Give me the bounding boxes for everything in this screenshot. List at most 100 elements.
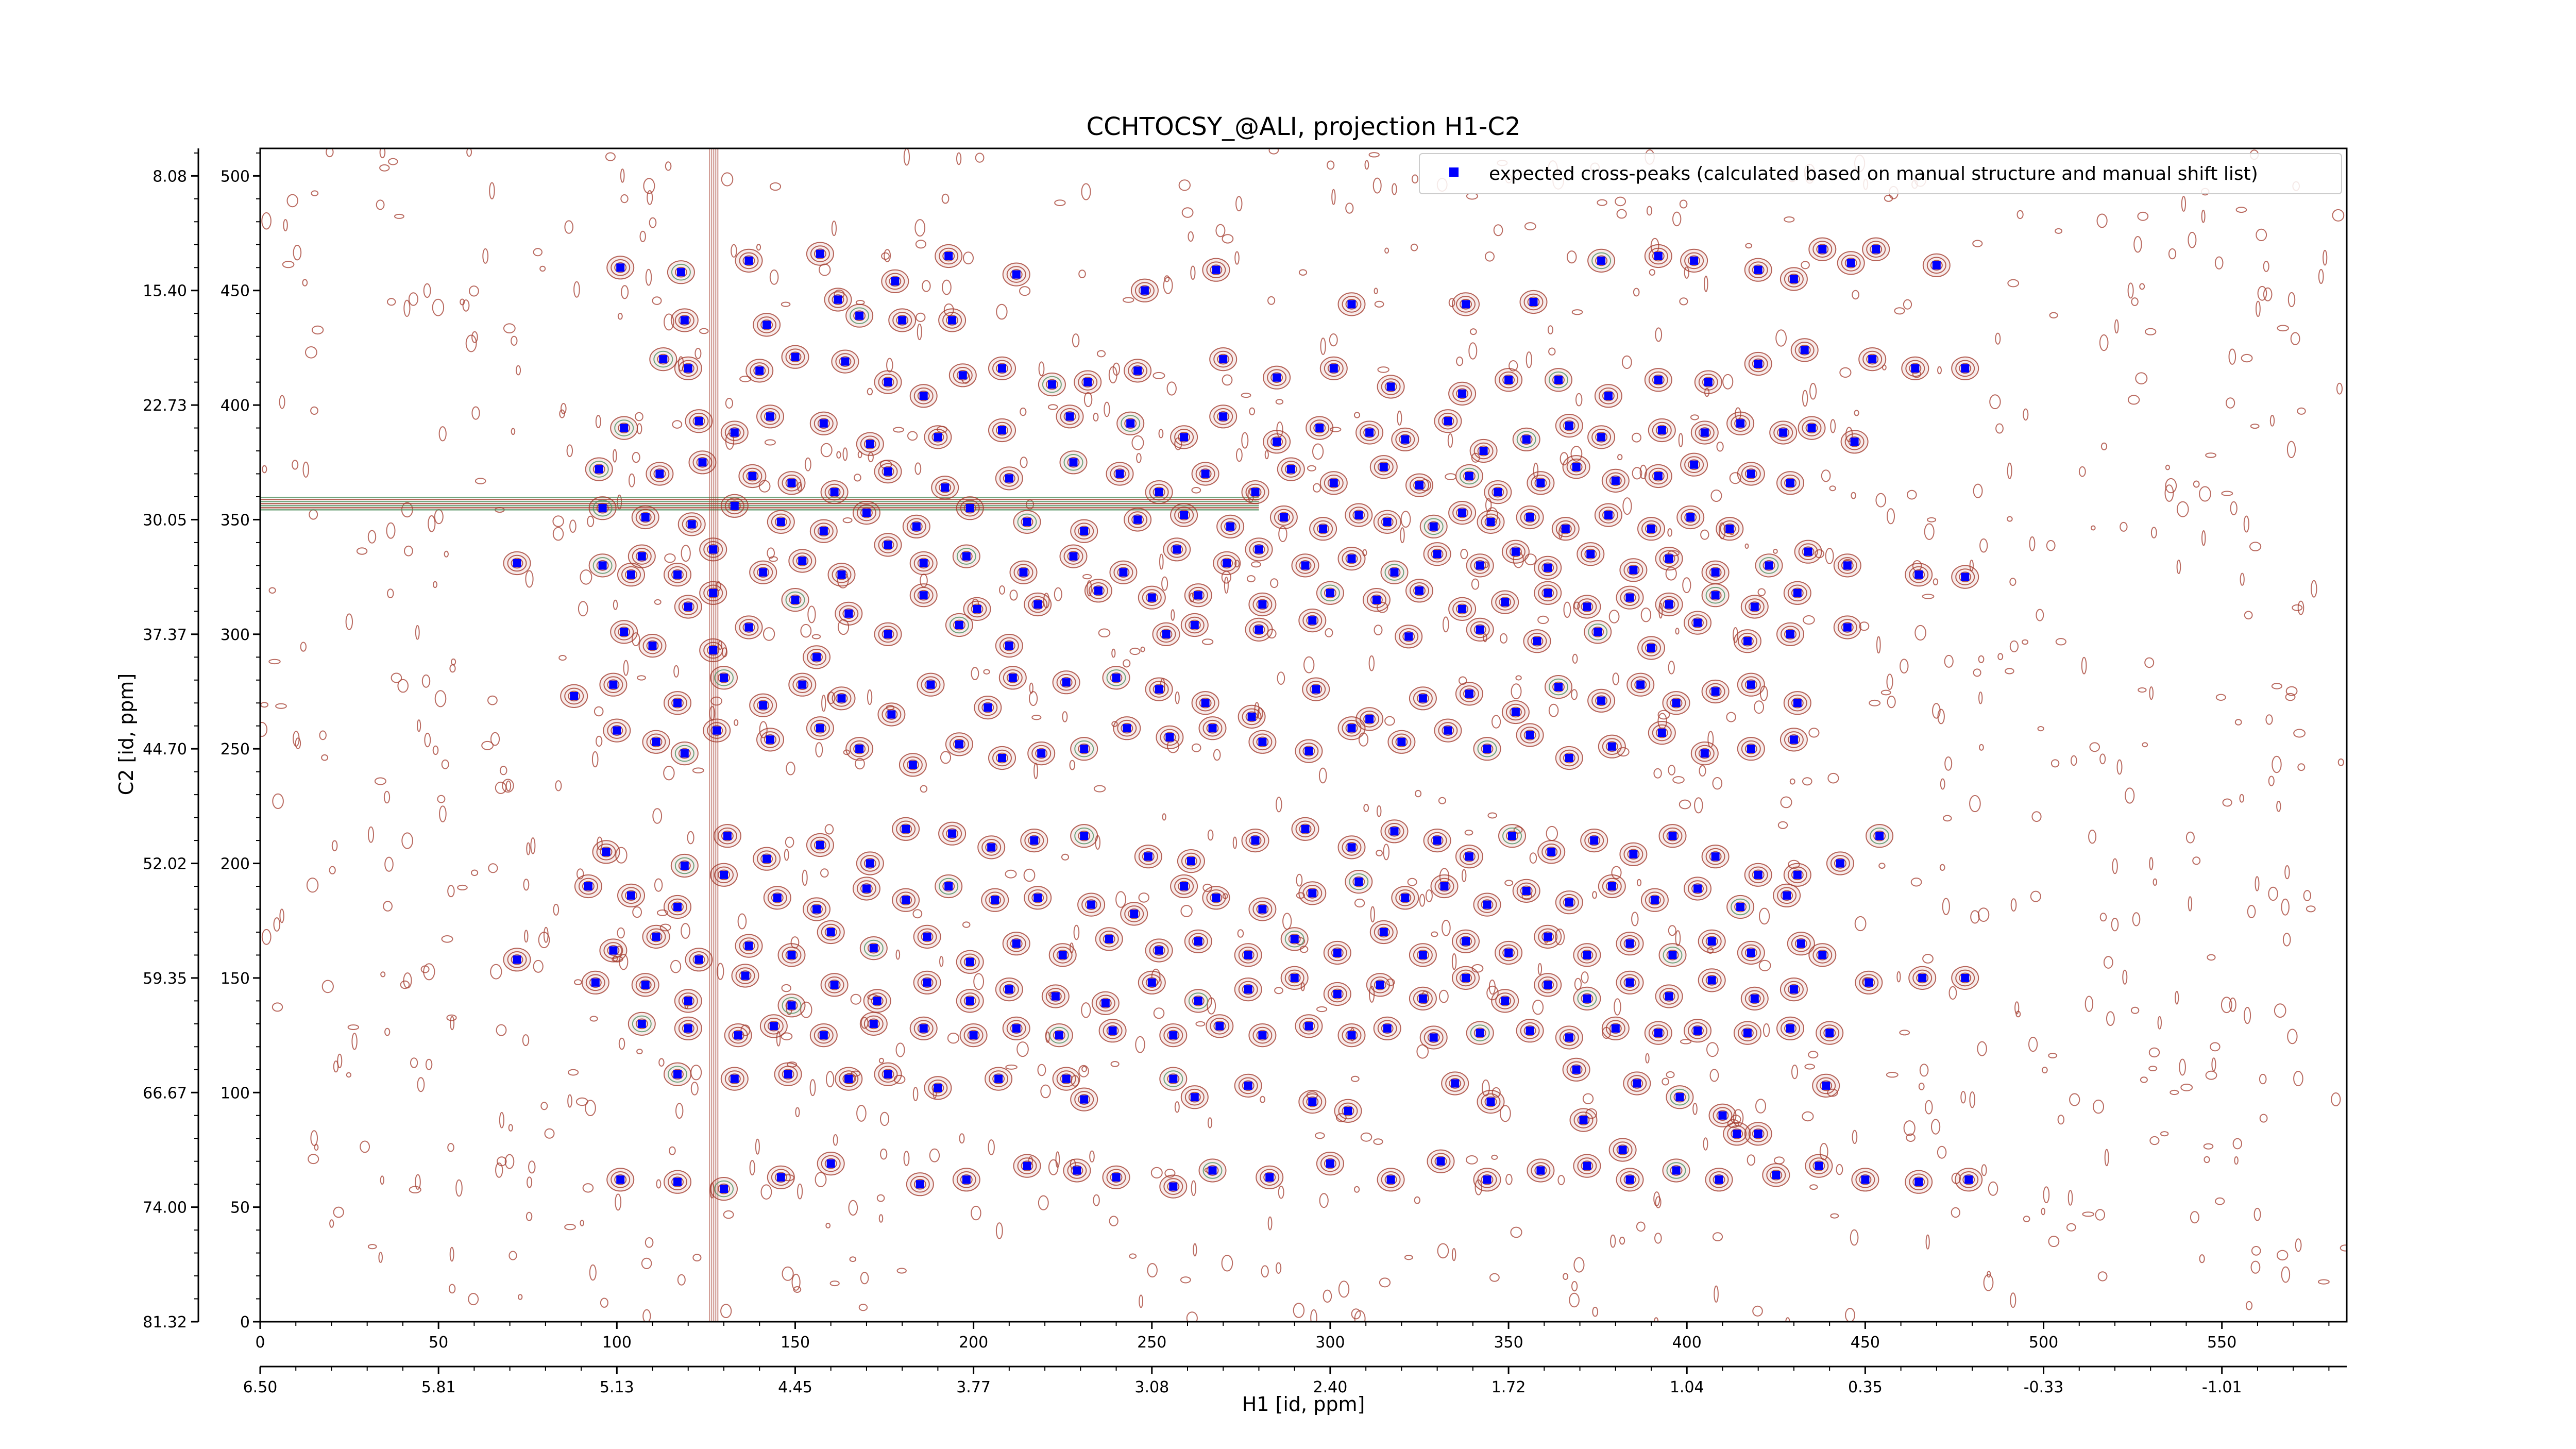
cross-peak-point	[884, 378, 892, 386]
noise-contour	[388, 158, 398, 165]
peak-contour	[1410, 582, 1429, 599]
noise-contour	[988, 1139, 995, 1155]
noise-contour	[1657, 710, 1670, 720]
noise-contour	[756, 244, 761, 251]
noise-contour	[2084, 996, 2094, 1012]
noise-contour	[2204, 1156, 2210, 1164]
peak-contour	[1206, 889, 1226, 906]
noise-contour	[2253, 1207, 2261, 1221]
noise-contour	[1368, 655, 1375, 671]
cross-peak-point	[1822, 1081, 1831, 1090]
noise-contour	[1969, 795, 1981, 813]
cross-peak-point	[684, 602, 692, 611]
cross-peak-point	[598, 504, 607, 513]
peak-contour	[1912, 969, 1933, 987]
noise-contour	[1485, 498, 1492, 512]
cross-peak-point	[1789, 985, 1798, 994]
peak-contour	[1103, 933, 1115, 945]
peak-contour	[1499, 996, 1512, 1006]
noise-contour	[1830, 419, 1836, 433]
peak-contour	[1781, 890, 1793, 901]
peak-contour	[671, 569, 684, 580]
cross-peak-point	[1604, 511, 1613, 519]
noise-contour	[279, 395, 285, 409]
noise-contour	[959, 1133, 965, 1144]
peak-contour	[1324, 1158, 1336, 1169]
noise-contour	[2318, 269, 2324, 284]
cross-peak-point	[1476, 1029, 1484, 1037]
noise-contour	[1827, 1088, 1838, 1097]
peak-contour	[1570, 461, 1583, 473]
peak-contour	[1363, 427, 1376, 438]
noise-contour	[1505, 1174, 1513, 1185]
peak-contour	[596, 502, 609, 514]
noise-contour	[2297, 763, 2306, 771]
cross-peak-point	[1005, 985, 1013, 994]
peak-contour	[646, 640, 659, 651]
cross-peak-point	[1547, 848, 1556, 856]
noise-contour	[1487, 812, 1497, 819]
peak-contour	[942, 825, 962, 842]
noise-contour	[481, 740, 494, 750]
noise-contour	[1617, 454, 1623, 461]
noise-contour	[1400, 527, 1405, 544]
noise-contour	[2009, 640, 2019, 652]
peak-contour	[767, 1020, 780, 1032]
peak-contour	[614, 419, 634, 436]
cross-peak-point	[1665, 992, 1673, 1001]
noise-contour	[543, 926, 549, 943]
cross-peak-point	[1476, 625, 1484, 634]
peak-contour	[1623, 562, 1643, 579]
noise-contour	[1533, 462, 1539, 479]
cross-peak-point	[720, 870, 728, 879]
cross-peak-point	[941, 483, 950, 492]
noise-contour	[1969, 1091, 1975, 1108]
peak-contour	[1688, 459, 1701, 470]
peak-contour	[1010, 269, 1023, 280]
cross-peak-point	[1033, 600, 1042, 609]
peak-contour	[1145, 592, 1158, 603]
noise-contour	[1237, 929, 1244, 938]
noise-contour	[2257, 285, 2267, 301]
noise-contour	[1276, 1262, 1282, 1274]
noise-contour	[2007, 462, 2012, 479]
noise-contour	[2240, 572, 2245, 586]
peak-contour	[1777, 427, 1790, 438]
peak-contour	[1859, 1174, 1872, 1185]
peak-contour	[1381, 1023, 1394, 1034]
noise-contour	[1354, 1310, 1366, 1322]
noise-contour	[664, 313, 674, 331]
noise-contour	[1537, 963, 1543, 975]
cross-peak-point	[1244, 951, 1252, 959]
noise-contour	[687, 831, 694, 845]
peak-contour	[1538, 584, 1558, 602]
peak-contour	[1142, 974, 1162, 991]
peak-contour	[1252, 733, 1273, 751]
noise-contour	[2215, 694, 2226, 701]
cross-peak-point	[1005, 474, 1013, 483]
noise-contour	[915, 240, 927, 249]
peak-contour	[1384, 564, 1404, 581]
peak-contour	[1320, 584, 1340, 602]
peak-contour	[1320, 1155, 1340, 1172]
noise-contour	[1570, 446, 1583, 462]
peak-contour	[1870, 827, 1890, 845]
peak-contour	[1520, 509, 1540, 526]
noise-contour	[1161, 576, 1168, 591]
noise-contour	[1875, 493, 1886, 508]
noise-contour	[1733, 627, 1738, 643]
peak-contour	[1327, 944, 1347, 962]
cross-peak-point	[1451, 1079, 1460, 1088]
peak-contour	[892, 312, 912, 329]
peak-contour	[1787, 274, 1800, 284]
peak-contour	[1652, 374, 1665, 385]
cross-peak-point	[1194, 997, 1202, 1005]
noise-contour	[769, 556, 778, 562]
cross-peak-point	[1123, 724, 1131, 733]
noise-contour	[1636, 1221, 1646, 1232]
noise-contour	[1922, 954, 1934, 964]
peak-contour	[1670, 697, 1683, 709]
cross-peak-point	[684, 997, 692, 1005]
cross-peak-point	[1511, 708, 1520, 716]
noise-contour	[1410, 243, 1418, 251]
